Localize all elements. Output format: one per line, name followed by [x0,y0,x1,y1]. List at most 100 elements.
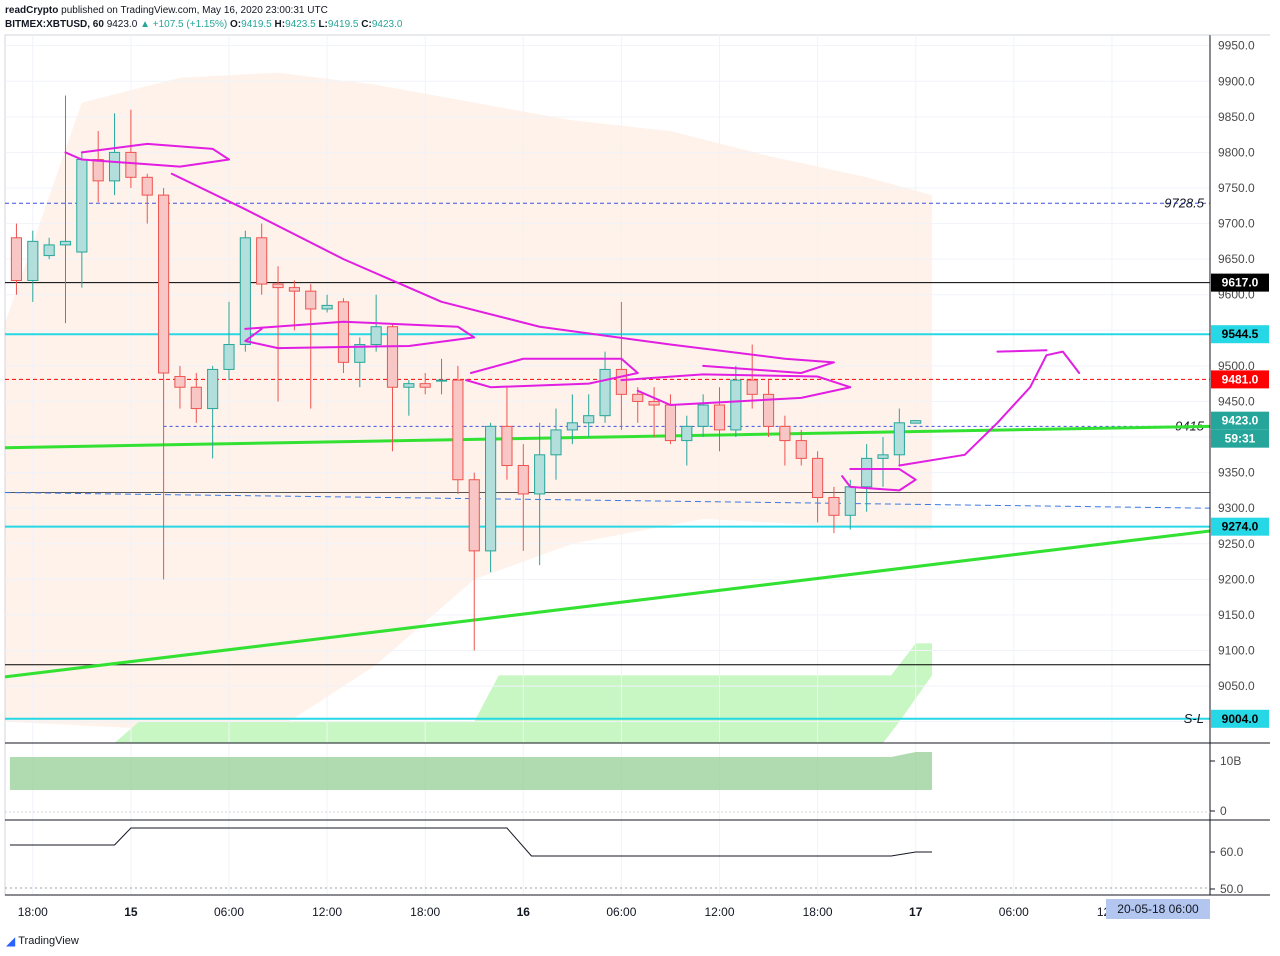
candle-body [419,383,431,388]
candle [223,301,235,381]
x-tick-label: 06:00 [606,905,636,919]
candle [452,365,464,494]
y-tick-label: 9450.0 [1218,394,1255,408]
candle [861,444,873,512]
annotation-stroke-2 [244,320,476,350]
candle-body [288,287,300,292]
symbol-name[interactable]: BITMEX:XBTUSD, 60 [5,19,104,30]
high-value: 9423.5 [285,19,316,30]
candle-body [812,457,824,499]
candle [615,301,627,430]
annotation-stroke-5 [841,468,917,492]
candle-body [108,151,121,182]
x-tick-label: 17 [909,905,923,919]
candle-body [321,304,333,310]
candle [10,223,23,295]
candle-body [583,415,595,424]
candle [550,408,562,480]
trendline-0 [4,424,1211,450]
candle [910,420,922,424]
candle-body [664,404,677,442]
candle [337,298,350,373]
candle [566,394,578,445]
candle-body [174,376,186,388]
candle [321,294,333,313]
y-tick-label: 9050.0 [1218,679,1255,693]
price-label: 9617.0 [1222,276,1259,290]
published-text: published on TradingView.com, May 16, 20… [61,5,328,16]
price-label-bg [1211,411,1269,430]
price-change: +107.5 (+1.15%) [152,19,228,30]
candle-body [468,479,480,552]
x-tick-label: 16 [517,905,531,919]
candle [288,280,300,331]
candle-body [10,237,23,281]
price-label: 9423.0 [1222,414,1259,428]
candle-body [615,368,627,395]
candle [256,223,268,295]
candle [893,408,905,466]
dashed-trend [4,492,1211,509]
candle-body [730,379,742,431]
y-tick-label: 9150.0 [1218,608,1255,622]
candle-body [59,240,72,246]
indicator-line [9,827,933,857]
candle [648,387,660,438]
candle [762,380,775,438]
candle-body [141,176,153,196]
candle [632,387,644,423]
candle-body [485,425,497,552]
x-tick-label: 06:00 [999,905,1029,919]
candle-body [779,425,791,442]
candle-body [92,159,104,182]
candle [713,387,726,452]
candle [795,429,807,466]
candle [485,422,497,573]
y-tick-label: 9650.0 [1218,252,1255,266]
candle [92,131,104,203]
candle [599,351,611,423]
candle-body [223,344,235,370]
vol-tick-label: 10B [1220,754,1241,768]
line-text-2: S-L [1184,711,1204,726]
candle [534,422,546,566]
ind-tick-label: 50.0 [1220,882,1244,896]
candle [125,109,137,188]
symbol-header: BITMEX:XBTUSD, 60 9423.0 ▲ +107.5 (+1.15… [5,19,402,30]
candle-body [550,429,562,456]
trendline-1 [4,529,1211,679]
candle [419,372,431,395]
publish-info: readCrypto published on TradingView.com,… [5,5,328,16]
close-value: 9423.0 [371,19,403,30]
volume-band [9,752,933,790]
last-price: 9423.0 [106,19,138,30]
candle [501,387,513,480]
freehand-drawings [64,142,1081,492]
candle-body [828,497,840,516]
candle-body [403,383,415,388]
tradingview-logo[interactable]: ◢ TradingView [6,934,79,948]
candle-body [746,379,758,395]
candle [435,358,448,395]
candle-body [501,425,513,466]
countdown-label: 59:31 [1225,432,1256,446]
candle [43,237,55,260]
countdown-bg [1211,429,1269,448]
candle-body [370,326,382,346]
candle [386,323,399,452]
y-tick-label: 9500.0 [1218,359,1255,373]
grid [4,34,1211,896]
y-tick-label: 9800.0 [1218,145,1255,159]
candle [877,437,889,487]
candle [207,365,219,459]
candle [403,380,415,416]
candle-body [158,194,170,374]
candle-body [207,368,219,410]
candle [812,451,824,523]
candle-body [844,486,856,516]
price-label: 9004.0 [1222,712,1259,726]
candle-body [354,344,366,363]
ind-tick-label: 60.0 [1220,845,1244,859]
candle-body [256,237,268,285]
